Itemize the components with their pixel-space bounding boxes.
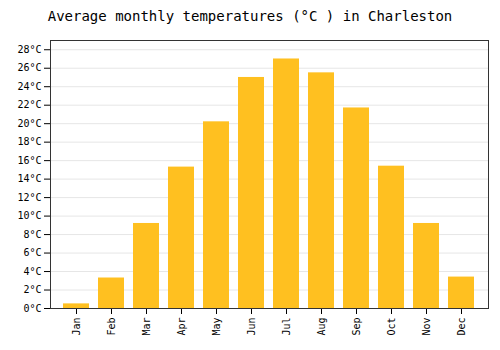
svg-text:10°C: 10°C [17, 210, 41, 221]
svg-text:Apr: Apr [176, 318, 187, 336]
svg-text:0°C: 0°C [23, 303, 41, 314]
svg-text:26°C: 26°C [17, 62, 41, 73]
svg-text:Nov: Nov [421, 318, 432, 336]
svg-text:May: May [211, 318, 222, 336]
svg-text:18°C: 18°C [17, 136, 41, 147]
svg-text:24°C: 24°C [17, 81, 41, 92]
svg-text:Feb: Feb [106, 318, 117, 336]
svg-text:4°C: 4°C [23, 266, 41, 277]
svg-text:Jul: Jul [281, 318, 292, 336]
svg-text:20°C: 20°C [17, 118, 41, 129]
svg-text:12°C: 12°C [17, 192, 41, 203]
svg-text:Mar: Mar [141, 318, 152, 336]
svg-text:14°C: 14°C [17, 173, 41, 184]
svg-text:Oct: Oct [386, 318, 397, 336]
svg-text:28°C: 28°C [17, 44, 41, 55]
svg-text:Jun: Jun [246, 318, 257, 336]
svg-text:Jan: Jan [71, 318, 82, 336]
html-text:Average monthly temperatures (: Average monthly temperatures (°C ) in Ch… [47, 8, 453, 24]
svg-text:16°C: 16°C [17, 155, 41, 166]
svg-text:Dec: Dec [456, 318, 467, 336]
svg-text:22°C: 22°C [17, 99, 41, 110]
svg-text:8°C: 8°C [23, 229, 41, 240]
svg-text:6°C: 6°C [23, 247, 41, 258]
svg-text:2°C: 2°C [23, 284, 41, 295]
svg-text:Sep: Sep [351, 318, 362, 336]
svg-text:Aug: Aug [316, 318, 327, 336]
